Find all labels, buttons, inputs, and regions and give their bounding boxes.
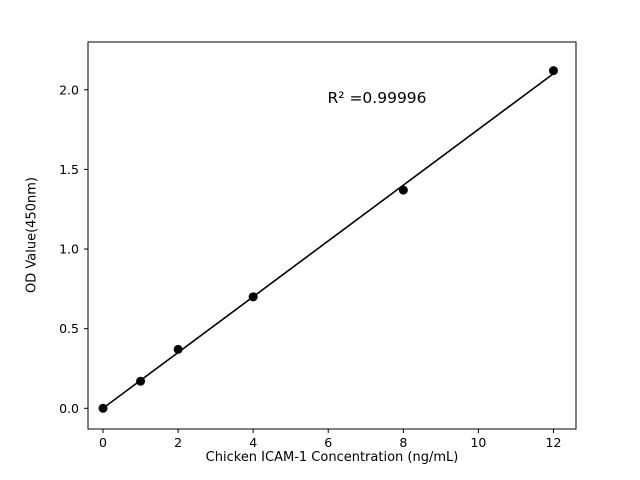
- r-squared-annotation: R² =0.99996: [327, 88, 427, 107]
- fit-line: [102, 72, 554, 409]
- data-point: [398, 185, 408, 195]
- y-axis-label: OD Value(450nm): [24, 177, 40, 293]
- y-tick-label: 0.5: [59, 321, 79, 336]
- y-tick-label: 0.0: [59, 401, 79, 416]
- x-tick-label: 12: [546, 435, 562, 450]
- x-tick-label: 8: [399, 435, 407, 450]
- x-tick-label: 0: [99, 435, 107, 450]
- plot-border: [87, 41, 577, 430]
- data-point: [173, 344, 183, 354]
- x-tick-label: 6: [324, 435, 332, 450]
- data-point: [136, 376, 146, 386]
- y-tick-label: 1.5: [59, 162, 79, 177]
- data-point: [248, 292, 258, 302]
- x-axis-label: Chicken ICAM-1 Concentration (ng/mL): [205, 450, 459, 465]
- y-tick-label: 1.0: [59, 242, 79, 257]
- x-tick-label: 4: [249, 435, 257, 450]
- x-tick-label: 10: [470, 435, 486, 450]
- x-tick-label: 2: [174, 435, 182, 450]
- y-tick-label: 2.0: [59, 82, 79, 97]
- data-point: [98, 403, 108, 413]
- data-point: [548, 66, 558, 76]
